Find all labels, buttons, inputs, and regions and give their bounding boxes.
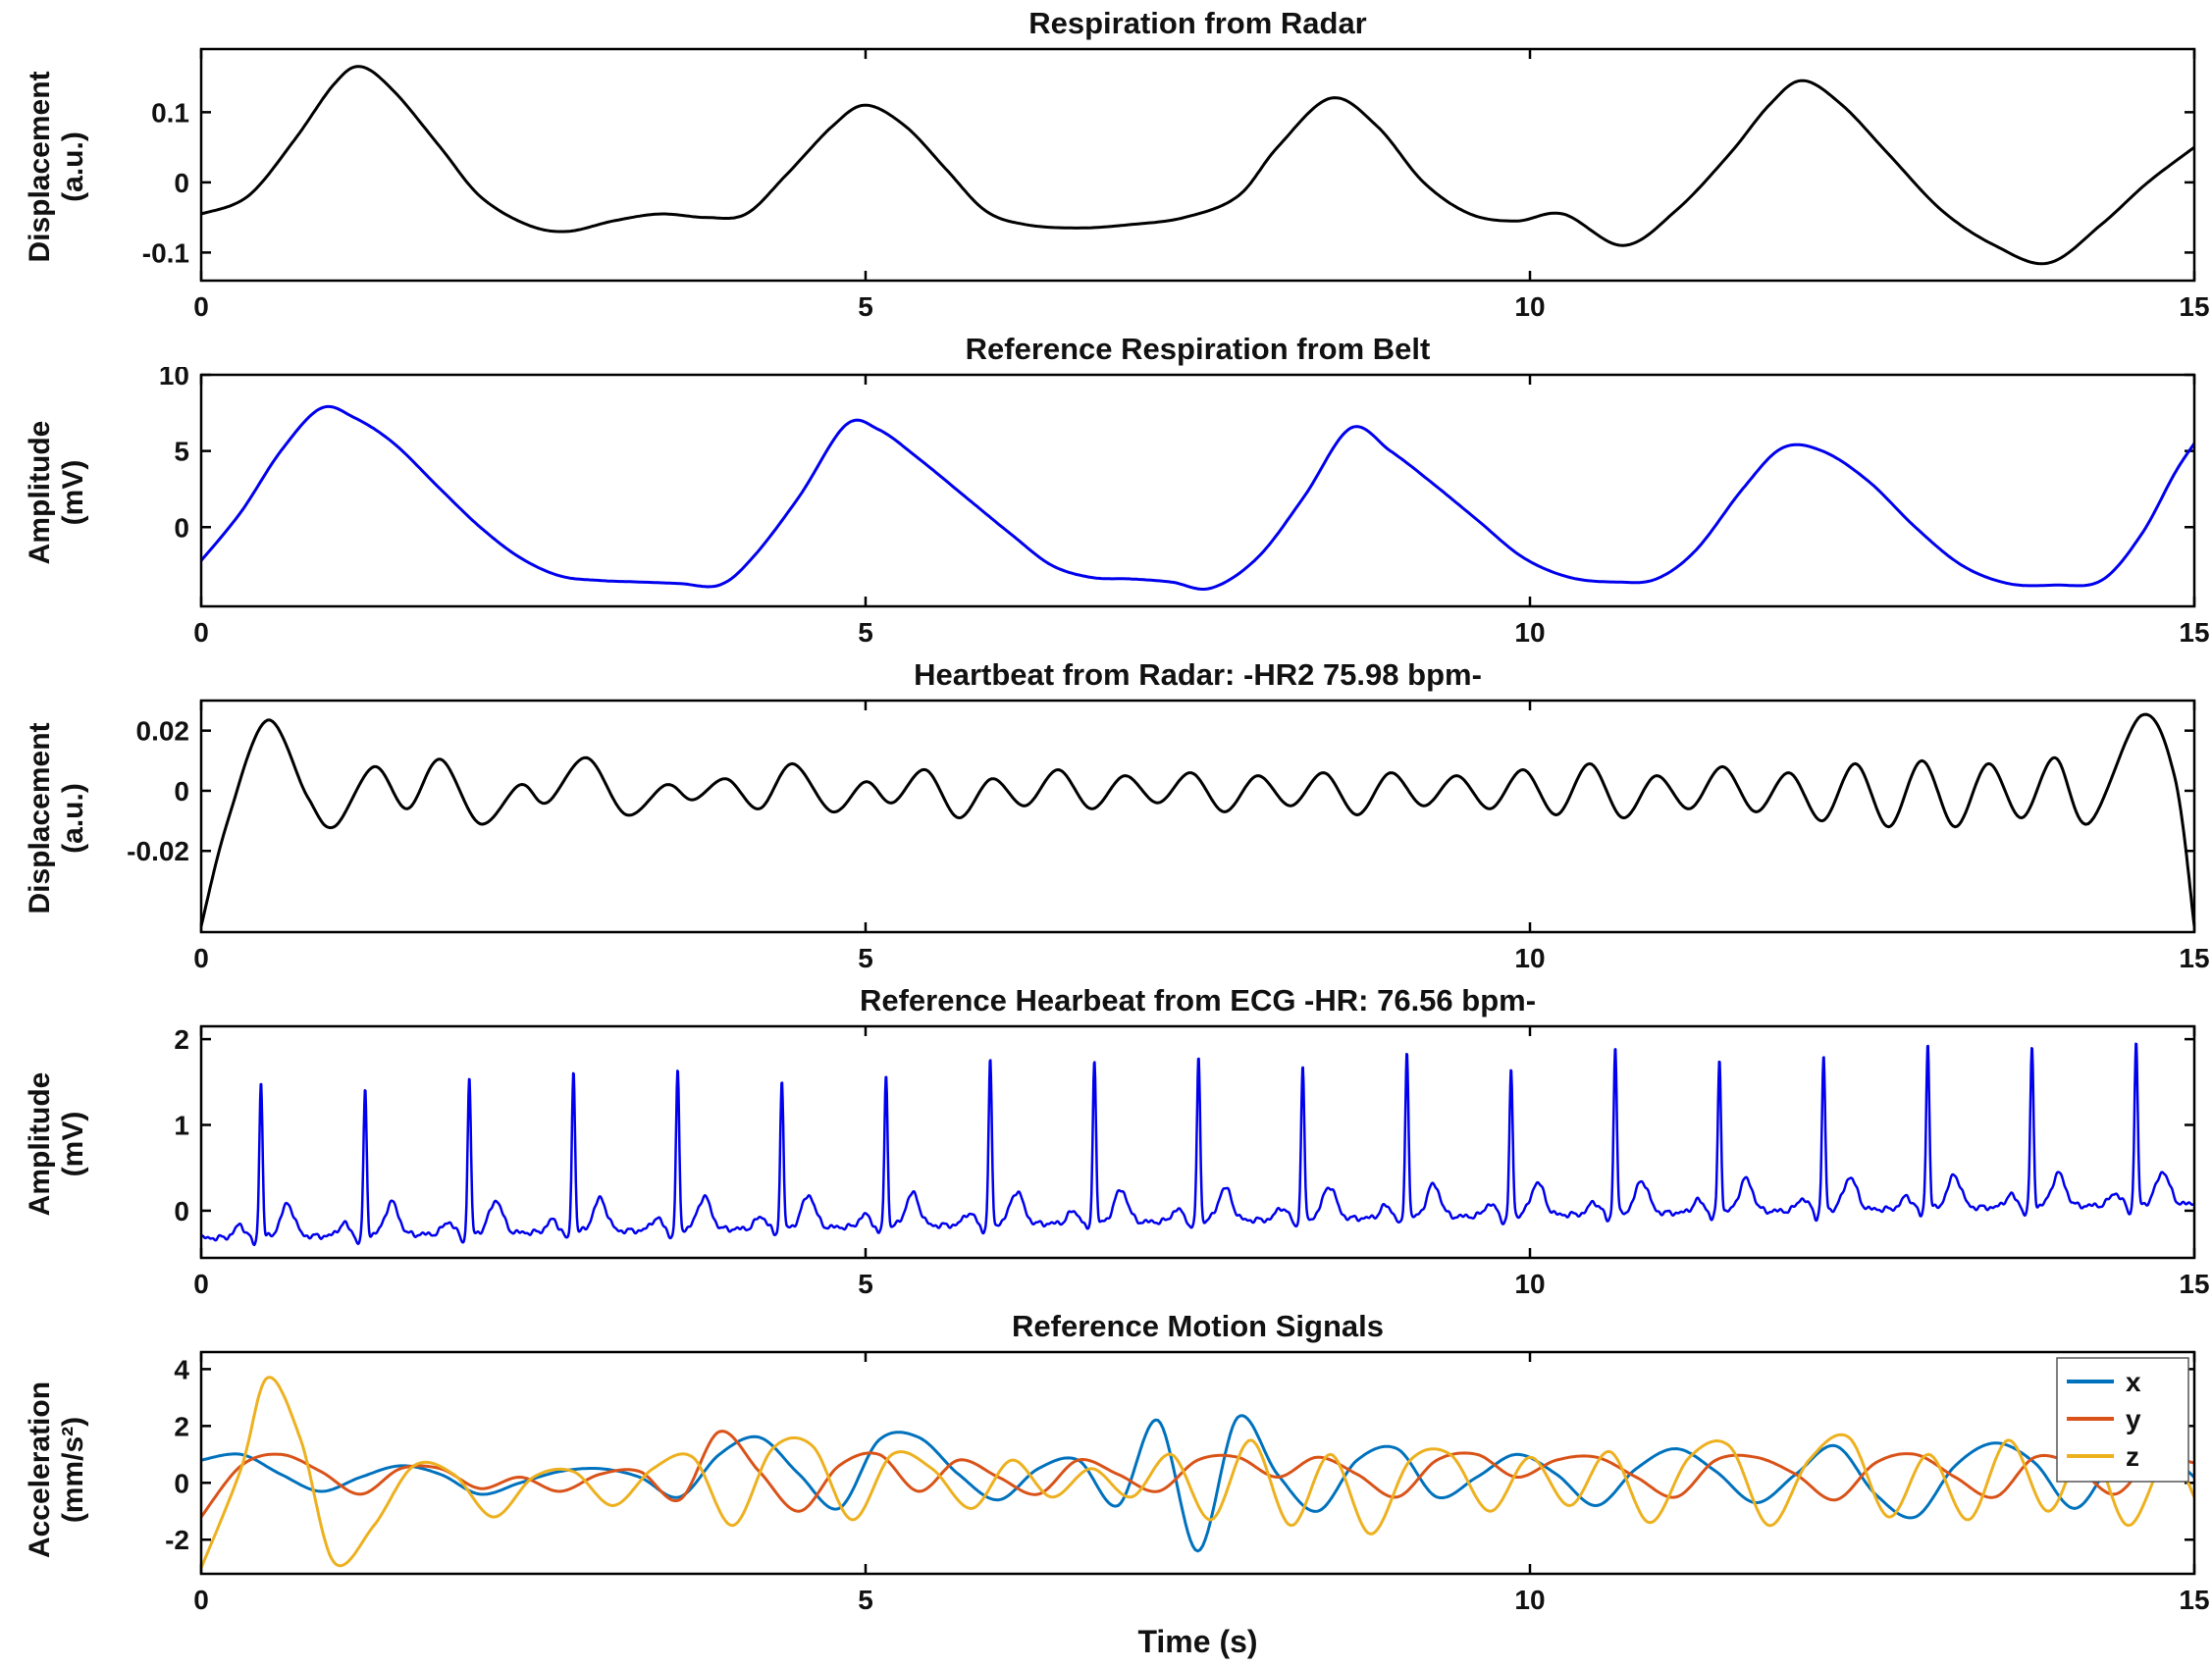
x-tick-label: 10	[1514, 291, 1545, 322]
y-axis-label-line2: (mm/s²)	[57, 1416, 89, 1524]
plot-area: 0 5 10 15-0.100.1	[142, 47, 2210, 322]
y-axis-label-line1: Displacement	[24, 722, 56, 914]
x-tick-label: 0	[193, 1585, 209, 1615]
y-axis-label-line1: Amplitude	[24, 1071, 56, 1217]
subplot-respiration-belt: Reference Respiration from Belt Amplitud…	[0, 326, 2212, 652]
y-axis-label: Displacement (a.u.)	[24, 722, 90, 913]
y-tick-label: 5	[174, 437, 189, 467]
plot-area: 0 5 10 15 0 5 10	[159, 367, 2210, 648]
y-tick-label: -2	[165, 1525, 189, 1555]
series-belt-respiration	[201, 404, 2194, 591]
x-tick-label: 0	[193, 1269, 209, 1299]
chart-title: Reference Respiration from Belt	[965, 332, 1431, 366]
chart-title: Reference Motion Signals	[1012, 1309, 1384, 1343]
y-tick-label: 0.02	[136, 716, 190, 747]
y-tick-label: 0	[174, 512, 189, 543]
y-axis-label: Displacement (a.u.)	[24, 71, 90, 262]
subplot-heartbeat-radar: Heartbeat from Radar: -HR2 75.98 bpm- Di…	[0, 652, 2212, 977]
x-tick-label: 10	[1514, 617, 1545, 648]
x-tick-label: 5	[858, 291, 873, 322]
x-tick-label: 10	[1514, 1585, 1545, 1615]
x-tick-label: 0	[193, 291, 209, 322]
y-tick-label: 4	[174, 1354, 189, 1384]
x-tick-label: 5	[858, 1585, 873, 1615]
series-accel-y	[201, 1430, 2194, 1519]
subplot-respiration-radar: Respiration from Radar Displacement (a.u…	[0, 0, 2212, 326]
y-axis-label: Acceleration (mm/s²)	[24, 1381, 90, 1558]
y-axis-label-line1: Acceleration	[24, 1381, 56, 1559]
x-tick-label: 5	[858, 1269, 873, 1299]
x-tick-label: 10	[1514, 1269, 1545, 1299]
chart-title: Heartbeat from Radar: -HR2 75.98 bpm-	[914, 657, 1482, 692]
x-tick-label: 10	[1514, 943, 1545, 973]
y-tick-label: 0.1	[151, 97, 189, 128]
plot-area: 0 5 10 15 0 1 2	[174, 1024, 2209, 1299]
y-tick-label: 2	[174, 1024, 189, 1055]
y-tick-label: 0	[174, 776, 189, 807]
legend-label-x: x	[2126, 1367, 2141, 1397]
axes-box	[199, 699, 2196, 934]
series-radar-heartbeat	[201, 712, 2194, 928]
chart-title: Reference Hearbeat from ECG -HR: 76.56 b…	[859, 983, 1537, 1017]
axes-box	[199, 1350, 2196, 1576]
subplot-motion-signals: Reference Motion Signals Acceleration (m…	[0, 1303, 2212, 1668]
x-tick-label: 0	[193, 943, 209, 973]
y-tick-label: 2	[174, 1411, 189, 1441]
x-tick-label: 5	[858, 943, 873, 973]
y-tick-label: 0	[174, 1468, 189, 1498]
y-tick-label: 0	[174, 1196, 189, 1226]
x-tick-label: 15	[2179, 1269, 2209, 1299]
legend-label-y: y	[2126, 1404, 2141, 1434]
subplot-heartbeat-ecg: Reference Hearbeat from ECG -HR: 76.56 b…	[0, 977, 2212, 1303]
x-tick-label: 15	[2179, 943, 2209, 973]
x-tick-label: 15	[2179, 291, 2209, 322]
x-tick-label: 15	[2179, 617, 2209, 648]
y-tick-label: -0.1	[142, 237, 189, 268]
x-tick-label: 0	[193, 617, 209, 648]
y-axis-label-line2: (mV)	[57, 1111, 89, 1177]
x-tick-label: 15	[2179, 1585, 2209, 1615]
axes-box	[199, 47, 2196, 283]
plot-area: 0 5 10 15 -0.02 0 0.02	[127, 699, 2210, 973]
y-tick-label: 1	[174, 1111, 189, 1141]
y-axis-label: Amplitude (mV)	[24, 421, 90, 565]
y-axis-label: Amplitude (mV)	[24, 1072, 90, 1217]
x-axis-label: Time (s)	[1137, 1624, 1258, 1659]
chart-title: Respiration from Radar	[1028, 6, 1367, 40]
y-axis-label-line2: (a.u.)	[57, 783, 89, 854]
y-axis-label-line1: Displacement	[24, 71, 56, 263]
axes-box	[199, 1024, 2196, 1260]
y-axis-label-line2: (mV)	[57, 459, 89, 526]
y-axis-label-line2: (a.u.)	[57, 131, 89, 202]
y-axis-label-line1: Amplitude	[24, 420, 56, 565]
y-tick-label: 0	[174, 168, 189, 198]
axes-box	[199, 373, 2196, 608]
legend-label-z: z	[2126, 1441, 2139, 1472]
y-tick-label: 10	[159, 367, 189, 391]
series-radar-respiration	[201, 65, 2194, 266]
series-accel-z	[201, 1376, 2194, 1570]
series-ecg	[201, 1042, 2194, 1247]
y-tick-label: -0.02	[127, 836, 189, 866]
x-tick-label: 5	[858, 617, 873, 648]
